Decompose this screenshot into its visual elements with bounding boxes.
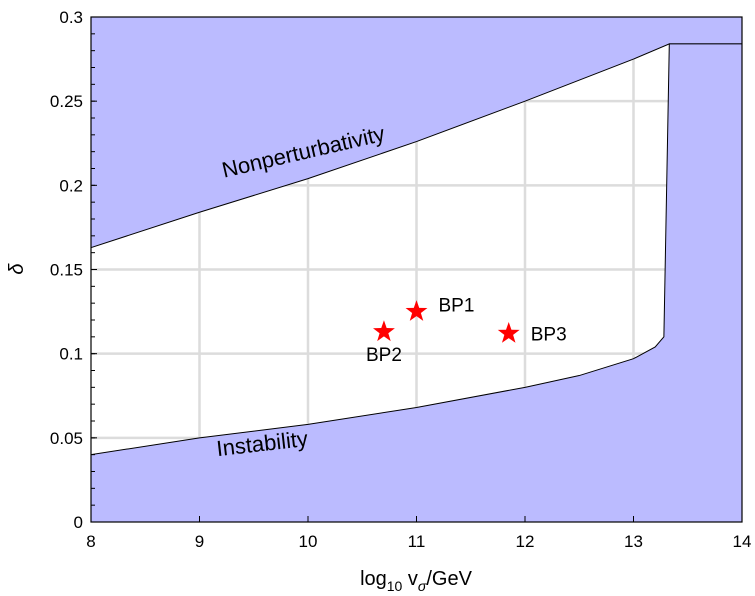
y-tick-label: 0.2	[59, 176, 83, 195]
plot-area	[91, 17, 742, 522]
y-tick-label: 0.05	[50, 429, 83, 448]
y-tick-label: 0.25	[50, 92, 83, 111]
benchmark-star	[497, 321, 520, 343]
x-axis-title: log10 vσ/GeV	[360, 568, 473, 594]
y-axis-title: δ	[6, 263, 28, 275]
x-tick-label: 10	[299, 532, 318, 551]
nonperturbativity-region	[91, 17, 742, 249]
benchmark-star	[373, 320, 395, 342]
y-tick-label: 0	[74, 513, 83, 532]
benchmark-label: BP1	[439, 296, 475, 317]
axis-ticks: 8 9 10 11 12 13 14 0 0.05 0.1 0.15 0.2 0.25 0.3	[50, 8, 752, 551]
x-tick-label: 12	[516, 532, 535, 551]
x-tick-label: 13	[624, 532, 643, 551]
benchmark-star	[405, 300, 428, 321]
benchmark-points: BP1 BP2 BP3	[366, 296, 567, 366]
x-tick-label: 8	[86, 532, 95, 551]
y-tick-label: 0.1	[59, 345, 83, 364]
benchmark-label: BP3	[531, 324, 567, 345]
instability-region	[91, 43, 742, 522]
x-tick-label: 11	[408, 532, 426, 551]
x-tick-label: 14	[733, 532, 752, 551]
x-tick-label: 9	[195, 532, 204, 551]
y-tick-label: 0.15	[50, 261, 83, 280]
y-tick-label: 0.3	[59, 8, 83, 27]
benchmark-label: BP2	[366, 345, 402, 366]
